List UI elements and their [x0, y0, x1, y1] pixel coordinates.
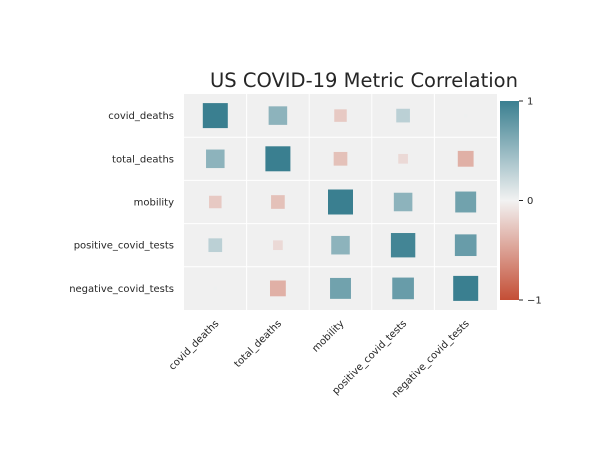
x-tick-label: mobility — [310, 318, 346, 354]
y-tick-labels: covid_deaths total_deaths mobility positive… — [69, 111, 174, 295]
heatmap-cell-covid_deaths-covid_deaths — [202, 103, 228, 129]
heatmap-cell-positive_covid_tests-positive_covid_tests — [390, 233, 416, 258]
colorbar-tick-label: 1 — [527, 97, 533, 108]
colorbar-tick-label: −1 — [527, 296, 542, 307]
y-tick-label: total_deaths — [112, 154, 174, 165]
heatmap-cell-negative_covid_tests-covid_deaths — [213, 286, 218, 291]
heatmap-cell-positive_covid_tests-mobility — [331, 235, 350, 255]
x-tick-label: total_deaths — [232, 318, 284, 370]
colorbar-gradient — [500, 101, 519, 300]
heatmap-cell-negative_covid_tests-mobility — [330, 277, 351, 299]
colorbar: 1 0 −1 — [500, 97, 542, 307]
heatmap-cell-mobility-mobility — [328, 189, 353, 215]
heatmap-cell-mobility-total_deaths — [271, 195, 285, 209]
y-tick-label: covid_deaths — [108, 111, 174, 122]
heatmap-cell-total_deaths-positive_covid_tests — [398, 153, 408, 164]
heatmap-cell-covid_deaths-mobility — [334, 109, 347, 122]
y-tick-label: positive_covid_tests — [74, 241, 174, 252]
heatmap-cell-total_deaths-total_deaths — [265, 146, 291, 172]
heatmap-cell-covid_deaths-total_deaths — [268, 106, 288, 125]
heatmap-cell-mobility-covid_deaths — [209, 195, 222, 209]
heatmap-cell-positive_covid_tests-covid_deaths — [208, 238, 223, 253]
y-tick-label: negative_covid_tests — [69, 284, 174, 295]
heatmap-cell-negative_covid_tests-positive_covid_tests — [392, 277, 414, 300]
heatmap-cell-positive_covid_tests-negative_covid_tests — [454, 234, 477, 257]
x-tick-labels: covid_deaths total_deaths mobilitypositive… — [167, 318, 472, 400]
heatmap-cells — [202, 103, 479, 301]
heatmap-cell-total_deaths-mobility — [333, 151, 348, 166]
heatmap-cell-mobility-positive_covid_tests — [393, 192, 413, 212]
heatmap-cell-covid_deaths-positive_covid_tests — [396, 108, 410, 123]
heatmap-cell-negative_covid_tests-negative_covid_tests — [453, 275, 479, 301]
x-tick-label: covid_deaths — [167, 318, 221, 372]
colorbar-tick-label: 0 — [527, 196, 533, 207]
heatmap-cell-mobility-negative_covid_tests — [455, 191, 477, 213]
heatmap-cell-covid_deaths-negative_covid_tests — [463, 113, 468, 118]
heatmap-cell-total_deaths-negative_covid_tests — [457, 150, 474, 167]
chart-title: US COVID-19 Metric Correlation — [210, 69, 518, 92]
y-tick-label: mobility — [134, 198, 174, 209]
heatmap-cell-positive_covid_tests-total_deaths — [273, 240, 283, 251]
heatmap-cell-negative_covid_tests-total_deaths — [269, 280, 286, 297]
heatmap-cell-total_deaths-covid_deaths — [206, 149, 225, 169]
